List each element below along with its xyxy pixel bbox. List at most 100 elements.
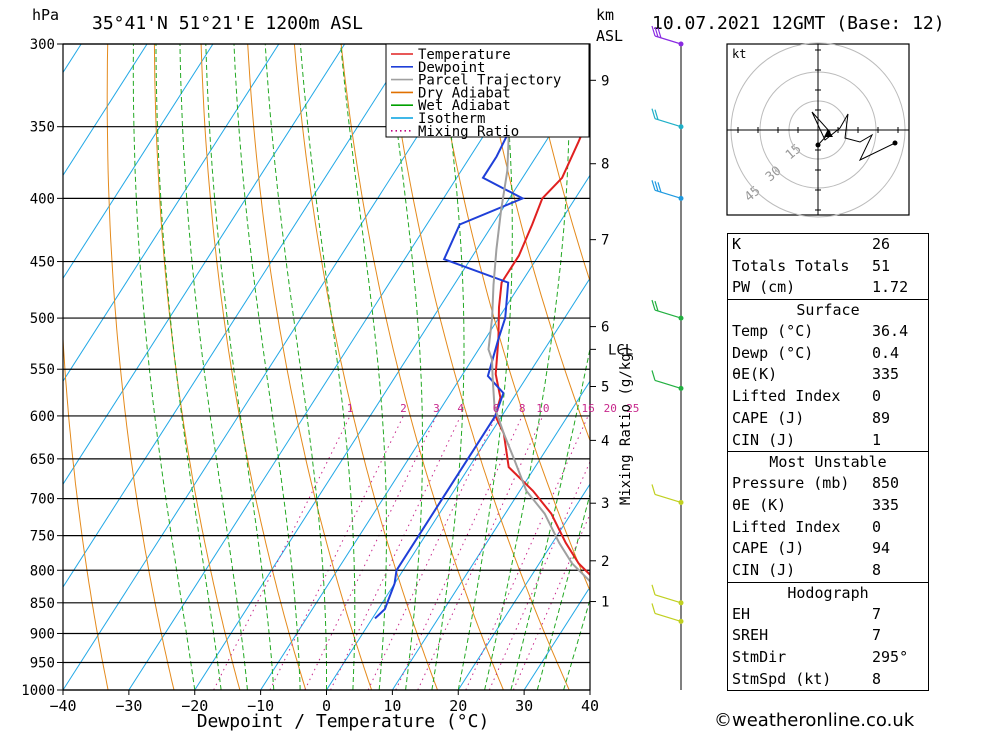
mixing-ratio-label: 16 (581, 402, 594, 415)
dry-adiabat-line (106, 44, 175, 690)
wind-barb-shaft (654, 309, 682, 319)
wet-adiabat-line (299, 44, 356, 690)
series-line-parcel-trajectory (487, 44, 590, 583)
mu-row-cin: CIN (J) 8 (732, 560, 882, 579)
wind-barb-flag (654, 300, 659, 312)
surface-title: Surface (796, 301, 860, 320)
wind-barb-flag (651, 299, 656, 311)
surface-row-dewp: Dewp (°C) 0.4 (732, 343, 900, 362)
isotherm-line (0, 44, 15, 690)
wind-barb-shaft (654, 118, 682, 128)
dry-adiabat-line (340, 44, 504, 690)
surface-row-cin: CIN (J) 1 (732, 430, 882, 449)
isotherm-line (63, 44, 280, 383)
y-tick-label: 1000 (21, 683, 55, 699)
surface-row-thetae: θE(K) 335 (732, 365, 900, 384)
y-tick-label: 900 (30, 626, 55, 642)
legend-label: Dry Adiabat (418, 85, 511, 101)
wind-barb-flag (651, 370, 656, 381)
wind-barb-flag (657, 27, 662, 39)
legend-label: Wet Adiabat (418, 98, 511, 114)
wet-adiabat-line (510, 346, 590, 690)
mu-row-thetae: θE (K) 335 (732, 495, 900, 514)
legend-label: Parcel Trajectory (418, 73, 561, 89)
wind-barb-shaft (654, 35, 682, 45)
stability-indices-section: K 26 Totals Totals 51 PW (cm) 1.72 (728, 233, 928, 299)
mixing-ratio-line (465, 415, 589, 690)
hodograph-top-dot (892, 140, 898, 146)
hodo-row-stmdir: StmDir 295° (732, 648, 909, 666)
wind-barb-flag (651, 584, 656, 595)
mixing-ratio-label: 20 (604, 402, 617, 415)
km-tick-label: 4 (601, 433, 609, 449)
mixing-ratio-label: 1 (347, 402, 354, 415)
km-tick-label: 5 (601, 380, 609, 396)
isotherm-line (260, 174, 590, 690)
isotherm-line (63, 44, 411, 588)
hodograph-surface-dot (815, 142, 821, 148)
wet-adiabat-line (233, 44, 301, 690)
y-tick-label: 700 (30, 492, 55, 508)
wind-barb-flag (657, 182, 662, 193)
isotherm-line (391, 380, 590, 690)
index-row-pw: PW (cm) 1.72 (732, 278, 909, 297)
isotherm-line (326, 277, 590, 690)
wind-barb-flag (651, 25, 656, 37)
mixing-ratio-label: 2 (400, 402, 407, 415)
wet-adiabat-line (536, 492, 590, 690)
mixing-ratio-line (417, 415, 544, 690)
hodograph-storm-marker (824, 129, 833, 137)
wet-adiabat-line (386, 44, 423, 690)
y-tick-label: 600 (30, 409, 55, 425)
y-tick-label: 350 (30, 120, 55, 136)
y-tick-label: 550 (30, 362, 55, 378)
km-tick-label: 7 (601, 233, 609, 249)
hodograph-plot: kt 15 30 45 (726, 42, 910, 218)
y-tick-label: 850 (30, 596, 55, 612)
km-tick-label: 1 (601, 595, 609, 611)
index-row-k: K 26 (732, 235, 891, 253)
isotherm-line (194, 71, 590, 690)
wet-adiabat-line (132, 44, 196, 690)
legend-label: Mixing Ratio (418, 124, 519, 140)
wind-barb-flag (654, 181, 659, 192)
mu-row-cape: CAPE (J) 94 (732, 539, 891, 558)
hpa-unit-label: hPa (32, 6, 59, 24)
mixing-ratio-axis-title: Mixing Ratio (g/kg) (618, 345, 634, 505)
y-tick-label: 450 (30, 255, 55, 271)
wet-adiabat-line (431, 44, 465, 690)
surface-row-temp: Temp (°C) 36.4 (732, 322, 909, 341)
copyright-footer[interactable]: ©weatheronline.co.uk (714, 710, 915, 731)
wind-barb-flag (654, 26, 659, 38)
legend-label: Dewpoint (418, 60, 485, 76)
km-tick-label: 9 (601, 73, 609, 89)
mixing-ratio-label: 25 (626, 402, 639, 415)
y-tick-label: 800 (30, 563, 55, 579)
dry-adiabat-line (153, 44, 241, 690)
mixing-ratio-line (269, 415, 404, 690)
km-tick-label: 6 (601, 320, 609, 336)
surface-section: Surface Temp (°C) 36.4 Dewp (°C) 0.4 θE(K)… (728, 299, 928, 451)
x-tick-label: 40 (581, 697, 599, 715)
hodo-row-eh: EH 7 (732, 604, 882, 623)
dry-adiabat-line (995, 44, 1000, 690)
wet-adiabat-line (340, 44, 387, 690)
wind-barb-flag (651, 180, 656, 191)
wind-barb-shaft (654, 612, 682, 622)
x-axis-title: Dewpoint / Temperature (°C) (197, 711, 490, 732)
index-row-totals-totals: Totals Totals 51 (732, 256, 891, 275)
legend-label: Temperature (418, 47, 511, 63)
hodograph-kt-label: kt (732, 47, 746, 61)
wind-barb-flag (654, 109, 659, 120)
x-tick-label: 30 (515, 697, 533, 715)
legend-box (385, 43, 590, 138)
x-tick-label: −10 (247, 697, 274, 715)
hodograph-trace (811, 111, 896, 162)
x-tick-label: 20 (449, 697, 467, 715)
dry-adiabat-line (527, 44, 590, 283)
mixing-ratio-label: 4 (457, 402, 464, 415)
dry-adiabat-line (948, 44, 1000, 690)
hodograph-section: Hodograph EH 7 SREH 7 StmDir 295° StmSpd (k… (728, 581, 928, 691)
lcl-label: LCL (608, 342, 633, 358)
